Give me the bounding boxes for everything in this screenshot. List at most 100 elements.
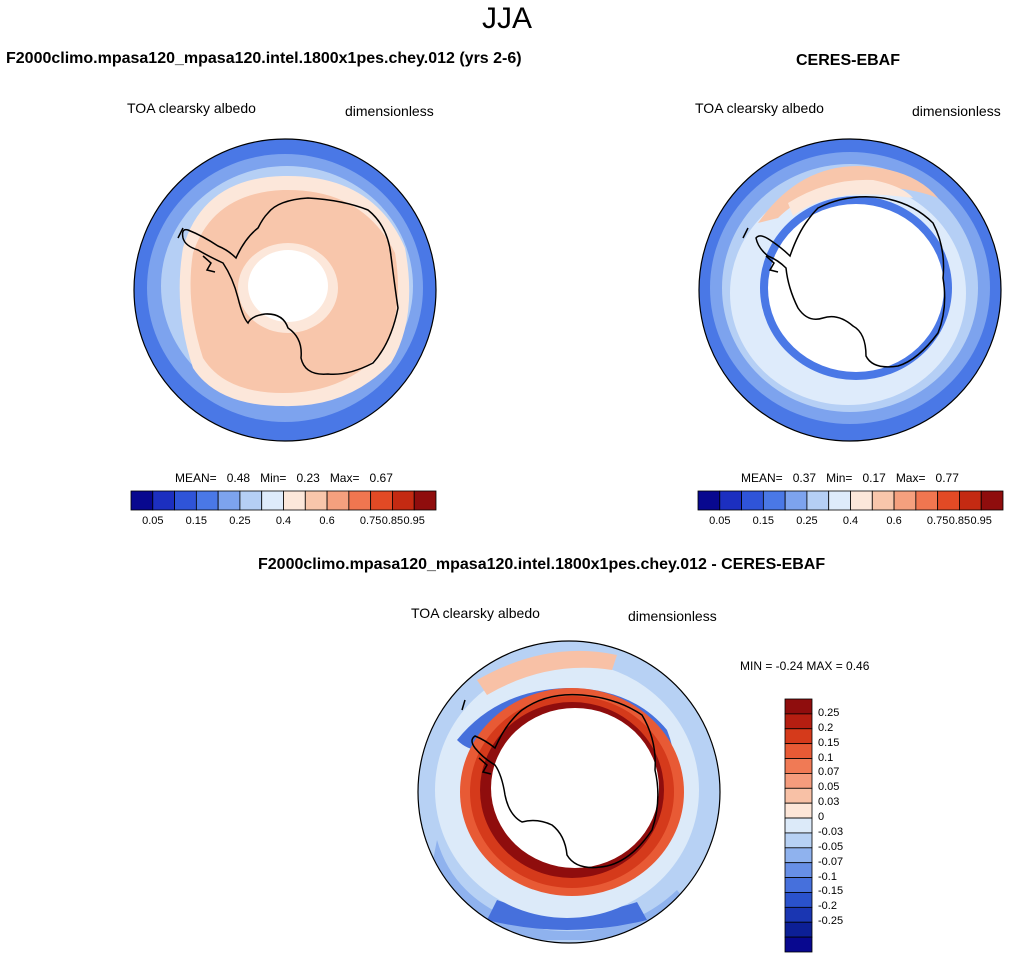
- colorbar-tick-label: 0.6: [886, 515, 902, 527]
- colorbar-swatch: [152, 490, 175, 511]
- colorbar-swatch: [370, 490, 393, 511]
- colorbar-swatch: [980, 490, 1004, 511]
- colorbar-tick-label: 0.6: [319, 515, 335, 527]
- colorbar-swatch: [784, 906, 813, 923]
- colorbar-tick-label: 0.15: [185, 515, 208, 527]
- colorbar-tick-label: -0.2: [818, 900, 837, 913]
- colorbar-swatch: [784, 490, 808, 511]
- panel-model-variable-label: TOA clearsky albedo: [127, 100, 256, 116]
- map-border: [417, 640, 721, 944]
- colorbar-swatch: [784, 862, 813, 878]
- colorbar-swatch: [784, 787, 813, 804]
- max-value: 0.67: [369, 471, 393, 485]
- colorbar-tick-label: 0.25: [796, 515, 818, 527]
- colorbar-swatch: [697, 490, 721, 511]
- colorbar-tick-label: 0.75: [926, 515, 949, 527]
- panel-model-title: F2000climo.mpasa120_mpasa120.intel.1800x…: [6, 50, 522, 67]
- colorbar-tick-label: 0.05: [818, 781, 840, 794]
- colorbar-swatch: [893, 490, 917, 511]
- colorbar-tick-label: 0.05: [709, 515, 731, 527]
- colorbar-swatch: [195, 490, 219, 511]
- colorbar-tick-label: 0.4: [842, 515, 859, 527]
- coastline-detail: [765, 255, 779, 273]
- panel-diff-map: [417, 640, 721, 944]
- mean-label: MEAN=: [175, 471, 217, 485]
- panel-model-stats: MEAN= 0.48 Min= 0.23 Max= 0.67: [175, 471, 393, 485]
- colorbar-tick-label: 0.05: [142, 515, 164, 527]
- colorbar-swatch: [348, 490, 372, 511]
- colorbar-tick-label: 0.07: [818, 766, 840, 779]
- colorbar-swatch: [784, 713, 813, 730]
- colorbar-swatch: [784, 921, 813, 938]
- max-label: Max=: [895, 471, 926, 485]
- mean-label: MEAN=: [741, 471, 783, 485]
- antarctica-coastline: [471, 693, 659, 869]
- colorbar-swatch: [784, 817, 813, 834]
- min-value: 0.17: [862, 471, 886, 485]
- panel-model-colorbar: [130, 490, 437, 511]
- min-value: 0.23: [296, 471, 320, 485]
- max-label: Max=: [329, 471, 360, 485]
- colorbar-swatch: [784, 832, 813, 849]
- colorbar-tick-label: 0.85: [381, 515, 404, 527]
- map-border: [698, 138, 1002, 442]
- panel-obs-stats: MEAN= 0.37 Min= 0.17 Max= 0.77: [741, 471, 959, 485]
- panel-diff-variable-label: TOA clearsky albedo: [411, 605, 540, 621]
- colorbar-swatch: [784, 773, 813, 789]
- coastline-detail: [202, 255, 216, 273]
- max-value: 0.77: [935, 471, 959, 485]
- missing-data-interior: [768, 204, 944, 372]
- panel-obs-variable-label: TOA clearsky albedo: [695, 100, 824, 116]
- panel-obs-units-label: dimensionless: [912, 103, 1001, 119]
- colorbar-tick-label: 0.03: [818, 796, 840, 809]
- missing-data-interior: [491, 708, 659, 868]
- map-border: [133, 138, 437, 442]
- colorbar-tick-label: -0.05: [818, 840, 844, 853]
- colorbar-swatch: [174, 490, 197, 511]
- contour-band: [788, 179, 913, 216]
- min-label: Min=: [260, 471, 287, 485]
- colorbar-swatch: [719, 490, 742, 511]
- panel-obs-title: CERES-EBAF: [796, 52, 901, 69]
- colorbar-swatch: [806, 490, 830, 511]
- colorbar-swatch: [784, 698, 813, 715]
- colorbar-swatch: [413, 490, 437, 511]
- panel-model-map: [133, 138, 437, 442]
- colorbar-swatch: [239, 490, 263, 511]
- panel-model-colorbar-ticks: 0.05 0.15 0.25 0.4 0.6 0.75 0.85 0.95: [131, 515, 436, 529]
- mean-value: 0.37: [792, 471, 817, 485]
- contour-band-high: [758, 166, 938, 223]
- colorbar-tick-label: -0.15: [818, 885, 844, 898]
- coastline-detail: [478, 757, 492, 775]
- colorbar-swatch: [261, 490, 284, 511]
- colorbar-tick-label: 0.25: [818, 706, 840, 719]
- colorbar-tick-label: 0.2: [818, 721, 834, 734]
- colorbar-swatch: [784, 728, 813, 745]
- colorbar-tick-label: 0.15: [818, 736, 840, 749]
- panel-diff-colorbar: [784, 698, 813, 953]
- missing-data-pole: [248, 250, 328, 322]
- colorbar-swatch: [762, 490, 786, 511]
- colorbar-swatch: [130, 490, 154, 511]
- panel-diff-title: F2000climo.mpasa120_mpasa120.intel.1800x…: [258, 556, 826, 573]
- colorbar-swatch: [784, 802, 813, 819]
- colorbar-tick-label: 0.25: [229, 515, 251, 527]
- colorbar-swatch: [784, 758, 813, 774]
- colorbar-swatch: [217, 490, 241, 511]
- colorbar-tick-label: -0.25: [818, 915, 844, 928]
- colorbar-tick-label: 0.15: [752, 515, 775, 527]
- colorbar-swatch: [326, 490, 350, 511]
- colorbar-swatch: [784, 847, 813, 864]
- colorbar-swatch: [828, 490, 851, 511]
- colorbar-tick-label: 0.95: [403, 515, 425, 527]
- colorbar-tick-label: -0.07: [818, 855, 844, 868]
- mean-value: 0.48: [226, 471, 251, 485]
- main-title: JJA: [481, 2, 532, 35]
- colorbar-swatch: [871, 490, 895, 511]
- antarctica-coastline: [181, 197, 399, 376]
- colorbar-swatch: [392, 490, 415, 511]
- colorbar-tick-label: -0.03: [818, 825, 844, 838]
- colorbar-tick-label: 0: [818, 811, 825, 824]
- colorbar-swatch: [915, 490, 939, 511]
- colorbar-swatch: [937, 490, 960, 511]
